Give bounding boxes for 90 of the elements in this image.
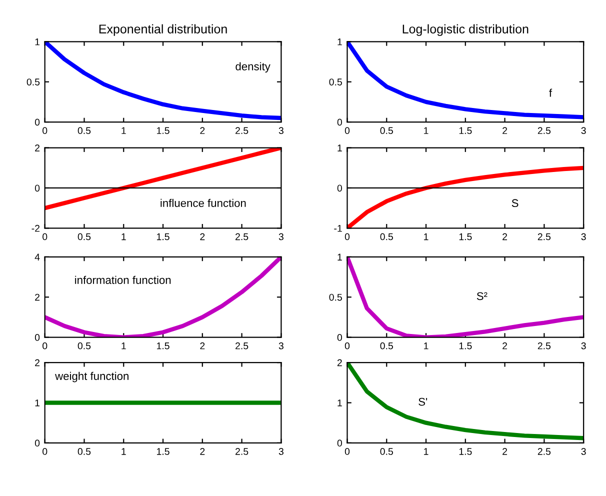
y-tick-label: 1 [338, 254, 342, 260]
x-tick-label: 1 [122, 448, 126, 455]
y-tick-label: 0.5 [329, 78, 342, 86]
y-tick-label: 0 [34, 334, 40, 341]
x-tick-label: 0 [42, 342, 48, 350]
annotation: S² [476, 292, 488, 300]
annotation: influence function [160, 198, 246, 208]
x-tick-label: 2 [502, 342, 508, 350]
x-tick-label: 0 [344, 448, 350, 455]
x-tick-label: 3 [278, 448, 284, 455]
y-tick-label: 1 [35, 400, 40, 406]
y-tick-label: 0 [337, 184, 342, 192]
y-tick-label: 0 [337, 440, 342, 447]
annotation: weight function [55, 372, 128, 382]
x-tick-label: 0.5 [78, 342, 91, 350]
y-tick-label: 4 [34, 254, 40, 260]
y-tick-label: 2 [337, 359, 342, 366]
x-tick-label: 0.5 [78, 233, 91, 240]
y-tick-label: 0 [337, 334, 342, 341]
x-tick-label: 1 [424, 448, 428, 455]
x-tick-label: 1.5 [157, 448, 170, 455]
x-tick-label: 2 [200, 448, 205, 455]
x-tick-label: 1 [122, 127, 126, 134]
x-tick-label: 1 [424, 342, 428, 350]
x-tick-label: 2.5 [236, 342, 248, 350]
x-tick-label: 1.5 [157, 127, 170, 134]
x-tick-label: 2.5 [236, 127, 248, 134]
x-tick-label: 2 [200, 342, 205, 350]
x-tick-label: 1.5 [459, 233, 472, 240]
x-tick-label: 2 [502, 127, 508, 134]
x-tick-label: 1.5 [157, 342, 170, 350]
x-tick-label: 3 [581, 233, 586, 240]
x-tick-label: 1 [122, 342, 126, 350]
x-tick-label: 2.5 [538, 233, 551, 240]
y-tick-label: 0 [337, 118, 342, 126]
x-tick-label: 1 [424, 233, 428, 240]
y-tick-label: 0 [34, 184, 40, 192]
y-tick-label: 0.5 [26, 78, 40, 86]
x-tick-label: 0 [344, 342, 350, 350]
annotation: f [549, 88, 552, 97]
y-tick-label: -2 [32, 224, 40, 232]
x-tick-label: 2.5 [538, 342, 551, 350]
x-tick-label: 3 [278, 127, 284, 134]
x-tick-label: 0 [344, 233, 350, 240]
x-tick-label: 0.5 [380, 233, 393, 240]
x-tick-label: 2.5 [236, 448, 248, 455]
x-tick-label: 1.5 [157, 233, 170, 240]
x-tick-label: 3 [581, 127, 586, 134]
x-tick-label: 0 [42, 233, 48, 240]
x-tick-label: 2.5 [538, 448, 551, 455]
y-tick-label: 1 [338, 144, 342, 152]
x-tick-label: 3 [581, 448, 586, 455]
x-tick-label: 2 [200, 127, 205, 134]
chart-title: Log-logistic distribution [402, 24, 528, 36]
y-tick-label: 0.5 [329, 294, 342, 301]
x-tick-label: 2.5 [538, 127, 551, 134]
x-tick-label: 0.5 [380, 342, 393, 350]
x-tick-label: 1.5 [459, 342, 472, 350]
x-tick-label: 2.5 [236, 233, 248, 240]
x-tick-label: 1 [122, 233, 126, 240]
annotation: S' [418, 398, 428, 406]
y-tick-label: 0 [34, 118, 40, 126]
x-tick-label: 0 [42, 127, 48, 134]
x-tick-label: 0.5 [78, 448, 91, 455]
x-tick-label: 0.5 [380, 127, 393, 134]
x-tick-label: 0 [344, 127, 350, 134]
annotation: information function [75, 276, 171, 284]
chart-title: Exponential distribution [99, 24, 227, 36]
y-tick-label: 0 [34, 440, 40, 447]
x-tick-label: 3 [278, 233, 284, 240]
y-tick-label: 2 [35, 359, 40, 366]
y-tick-label: 1 [338, 38, 342, 46]
x-tick-label: 2 [502, 448, 508, 455]
x-tick-label: 0.5 [78, 127, 91, 134]
x-tick-label: 1.5 [459, 127, 472, 134]
y-tick-label: 2 [35, 294, 40, 301]
x-tick-label: 2 [502, 233, 508, 240]
x-tick-label: 0 [42, 448, 48, 455]
y-tick-label: 2 [35, 144, 40, 152]
annotation: density [236, 62, 270, 73]
x-tick-label: 3 [278, 342, 284, 350]
x-tick-label: 1.5 [459, 448, 472, 455]
x-tick-label: 1 [424, 127, 428, 134]
y-tick-label: -1 [334, 224, 342, 232]
annotation: S [512, 199, 518, 208]
x-tick-label: 3 [581, 342, 586, 350]
x-tick-label: 0.5 [380, 448, 393, 455]
x-tick-label: 2 [200, 233, 205, 240]
y-tick-label: 1 [338, 400, 342, 406]
y-tick-label: 1 [35, 38, 40, 46]
